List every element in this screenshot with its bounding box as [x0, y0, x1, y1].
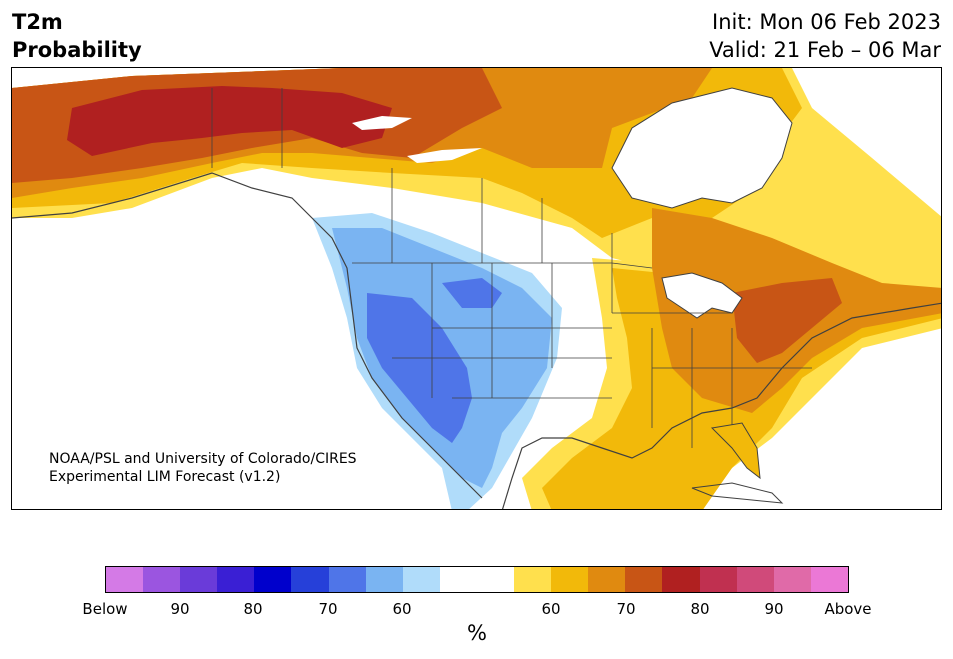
colorbar-segment: [514, 567, 552, 592]
colorbar-unit: %: [467, 621, 487, 645]
colorbar-segment: [254, 567, 292, 592]
great-slave-lake: [407, 148, 482, 163]
colorbar-tick-label: 70: [616, 600, 636, 618]
colorbar-segment: [625, 567, 663, 592]
colorbar-segment: [143, 567, 181, 592]
colorbar-segment: [328, 567, 366, 592]
colorbar-tick-label: Above: [824, 600, 872, 618]
below-80-region: [367, 293, 472, 443]
east-above-90-region: [732, 278, 842, 363]
coastline: [12, 172, 941, 509]
below-80-region-2: [442, 278, 502, 308]
probability-map-svg: [12, 68, 941, 509]
colorbar-tick-label: 60: [392, 600, 412, 618]
great-lakes: [661, 272, 743, 319]
colorbar-segment: [736, 567, 774, 592]
colorbar-segment: [551, 567, 589, 592]
colorbar-segment: [217, 567, 255, 592]
colorbar-tick-label: 90: [170, 600, 190, 618]
colorbar-segment: [588, 567, 626, 592]
colorbar-segment: [106, 567, 144, 592]
credit-line-2: Experimental LIM Forecast (v1.2): [49, 469, 281, 485]
great-bear-lake: [352, 116, 412, 130]
colorbar-tick-label: 80: [690, 600, 710, 618]
colorbar-segment: [476, 567, 515, 592]
colorbar-segment: [291, 567, 329, 592]
hudson-bay: [611, 87, 793, 209]
colorbar-segment: [180, 567, 218, 592]
cuba: [691, 482, 784, 504]
credit-text: NOAA/PSL and University of Colorado/CIRE…: [49, 450, 357, 486]
colorbar-tick-label: 90: [764, 600, 784, 618]
probability-colorbar: [105, 566, 849, 593]
colorbar-segment: [365, 567, 403, 592]
colorbar-segment: [810, 567, 848, 592]
map-title: T2m Probability: [12, 8, 142, 64]
colorbar-tick-label: Below: [82, 600, 128, 618]
colorbar-tick-label: 60: [541, 600, 561, 618]
forecast-dates: Init: Mon 06 Feb 2023 Valid: 21 Feb – 06…: [709, 8, 941, 64]
init-date: Init: Mon 06 Feb 2023: [712, 10, 941, 34]
colorbar-segment: [439, 567, 477, 592]
colorbar-segment: [662, 567, 700, 592]
valid-range: Valid: 21 Feb – 06 Mar: [709, 38, 941, 62]
colorbar-tick-label: 70: [318, 600, 338, 618]
forecast-map: [11, 67, 942, 510]
credit-line-1: NOAA/PSL and University of Colorado/CIRE…: [49, 451, 357, 467]
florida: [710, 422, 761, 480]
colorbar-segment: [699, 567, 737, 592]
border-lines: [211, 88, 812, 448]
colorbar-tick-label: 80: [243, 600, 263, 618]
above-95-region: [67, 86, 392, 156]
colorbar-segment: [773, 567, 811, 592]
colorbar-segment: [402, 567, 440, 592]
variable-label: T2m: [12, 10, 63, 34]
quantity-label: Probability: [12, 38, 142, 62]
